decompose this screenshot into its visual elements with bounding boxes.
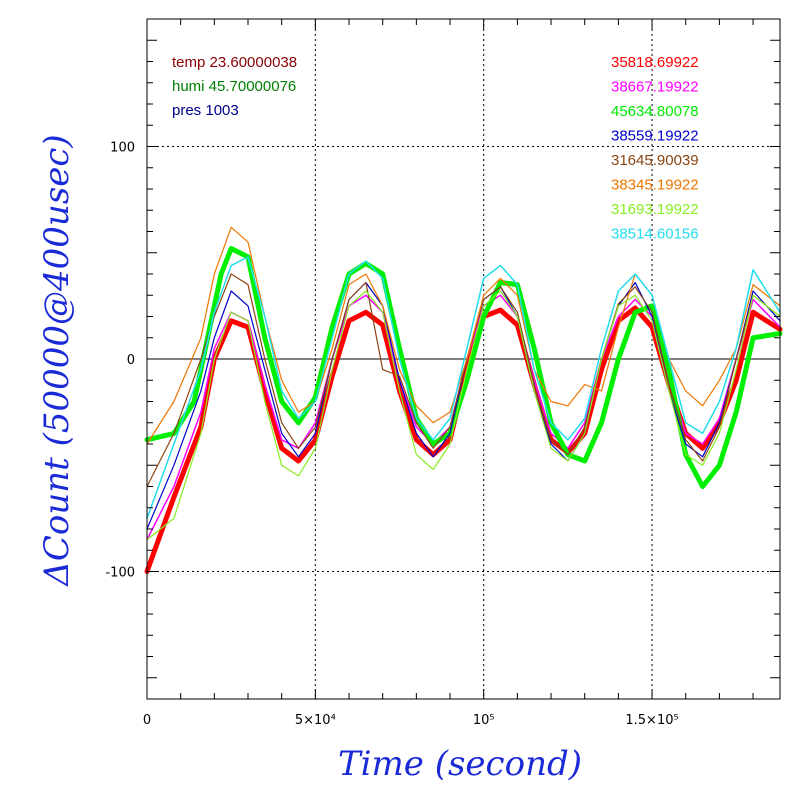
series-group [144, 226, 783, 574]
series-legend-entry: 35818.69922 [611, 54, 699, 71]
series-legend-entry: 38667.19922 [611, 79, 699, 96]
series-line [146, 290, 781, 541]
tick-labels: 0 5×10⁴ 10⁵ 1.5×10⁵ 100 0 -100 [105, 141, 678, 729]
series-legend-entry: 45634.80078 [611, 103, 699, 120]
env-legend-entry: pres 1003 [172, 102, 239, 119]
x-tick-label: 5×10⁴ [295, 713, 336, 728]
series-line [146, 256, 781, 520]
env-legend-entry: humi 45.70000076 [172, 78, 296, 95]
y-tick-label: -100 [105, 566, 135, 581]
x-tick-label: 10⁵ [473, 713, 495, 728]
series-line [146, 281, 781, 530]
series-legend-entry: 38514.60156 [611, 226, 699, 243]
grid [147, 19, 780, 699]
ticks [147, 19, 780, 699]
series-legend-entry: 31693.19922 [611, 201, 699, 218]
legend: temp 23.60000038 humi 45.70000076 pres 100… [172, 54, 699, 243]
series-legend-entry: 38345.19922 [611, 177, 699, 194]
x-tick-label: 0 [143, 713, 151, 728]
y-tick-label: 100 [110, 141, 135, 156]
y-tick-label: 0 [127, 353, 135, 368]
env-legend-entry: temp 23.60000038 [172, 54, 297, 71]
series-legend-entry: 38559.19922 [611, 128, 699, 145]
x-tick-label: 1.5×10⁵ [625, 713, 678, 728]
y-axis-title: ΔCount (50000@400usec) [37, 134, 77, 587]
series-legend-entry: 31645.90039 [611, 152, 699, 169]
x-axis-title: Time (second) [338, 744, 582, 784]
